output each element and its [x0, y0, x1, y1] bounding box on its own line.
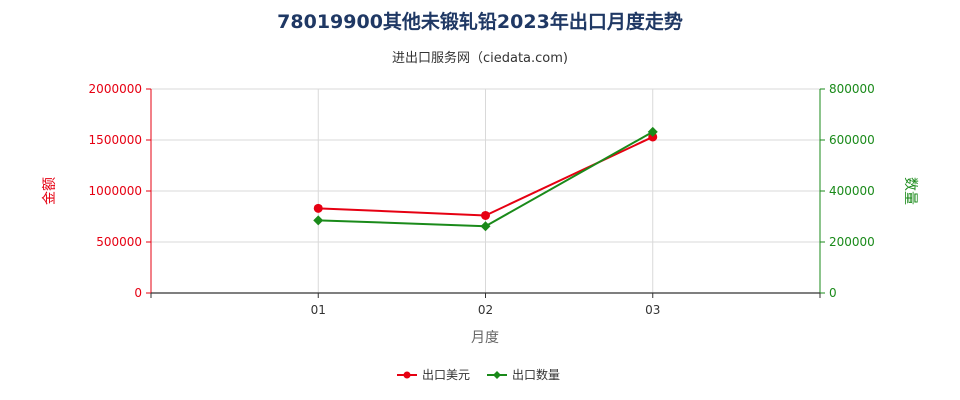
- data-point: [313, 215, 324, 226]
- legend: 出口美元 出口数量: [397, 367, 560, 382]
- y-axis-left-tick-label: 1500000: [89, 133, 142, 147]
- data-point: [648, 132, 658, 142]
- y-axis-left-title: 金额: [42, 177, 58, 205]
- series-layer: [313, 126, 658, 232]
- y-axis-left-tick-label: 0: [134, 286, 142, 300]
- y-axis-right-tick-label: 400000: [829, 184, 875, 198]
- data-point: [313, 203, 323, 213]
- legend-marker: [493, 371, 501, 379]
- y-axis-left-tick-label: 1000000: [89, 184, 142, 198]
- axis-layer: 0 500000 1000000 1500000 2000000 0 200000 40000…: [89, 82, 875, 317]
- y-axis-left-tick-label: 2000000: [89, 82, 142, 96]
- series-2: [313, 126, 658, 232]
- y-axis-left-tick-label: 500000: [96, 235, 142, 249]
- legend-marker: [403, 371, 411, 379]
- data-point: [647, 126, 658, 137]
- legend-label: 出口数量: [512, 367, 560, 382]
- data-point: [480, 221, 491, 232]
- data-point: [481, 210, 490, 220]
- y-axis-right-tick-label: 0: [829, 286, 837, 300]
- x-axis-tick-label: 02: [478, 303, 493, 317]
- y-axis-right-tick-label: 200000: [829, 235, 875, 249]
- x-axis-tick-label: 01: [311, 303, 326, 317]
- y-axis-right-tick-label: 800000: [829, 82, 875, 96]
- y-axis-right-title: 数量: [902, 177, 918, 205]
- x-axis-tick-label: 03: [645, 303, 660, 317]
- x-axis-title: 月度: [471, 330, 499, 346]
- grid-layer: [151, 88, 820, 293]
- legend-item: 出口美元: [397, 368, 470, 382]
- legend-label: 出口美元: [422, 368, 470, 382]
- y-axis-right-tick-label: 600000: [829, 133, 875, 147]
- chart-subtitle: 进出口服务网（ciedata.com): [392, 50, 568, 66]
- chart-title: 78019900其他未锻轧铅2023年出口月度走势: [277, 10, 683, 33]
- legend-item: 出口数量: [487, 367, 560, 382]
